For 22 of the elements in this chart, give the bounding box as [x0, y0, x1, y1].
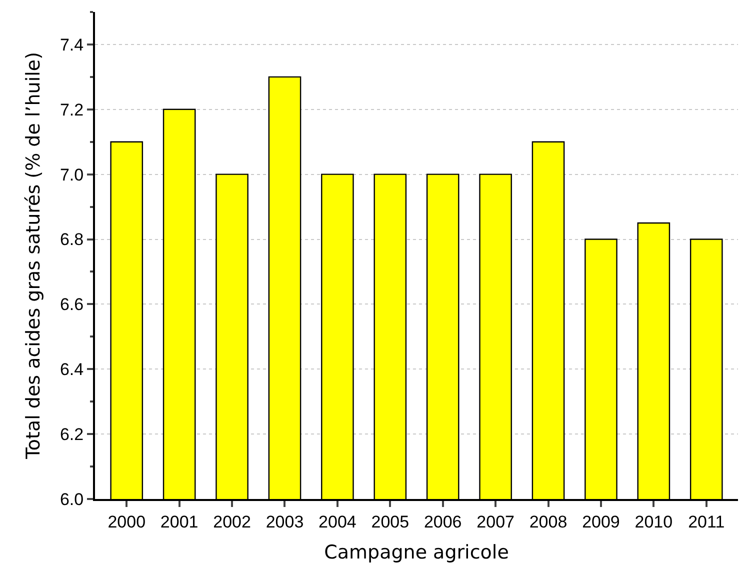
x-tick-label: 2005	[371, 512, 410, 532]
y-tick-label: 6.8	[60, 230, 84, 250]
x-tick-label: 2000	[108, 512, 146, 532]
y-tick-label: 6.4	[60, 360, 84, 380]
x-tick-label: 2006	[424, 512, 462, 532]
x-tick-label: 2004	[318, 512, 356, 532]
x-tick-label: 2008	[529, 512, 568, 532]
y-tick-label: 7.4	[60, 35, 84, 54]
x-tick-label: 2009	[582, 512, 620, 532]
y-tick-label: 6.6	[60, 295, 84, 314]
x-tick-label: 2002	[213, 512, 251, 532]
y-tick-label: 7.2	[60, 100, 84, 120]
x-tick-label: 2001	[160, 512, 198, 532]
x-tick-label: 2003	[266, 512, 304, 532]
x-tick-label: 2010	[634, 512, 673, 532]
y-tick-label: 6.0	[60, 490, 84, 509]
y-tick-label: 6.2	[60, 425, 84, 444]
y-axis-title: Total des acides gras saturés (% de l’huile)	[22, 52, 44, 460]
x-tick-label: 2007	[476, 512, 514, 532]
y-tick-label: 7.0	[60, 165, 84, 184]
x-tick-label: 2011	[688, 512, 725, 532]
x-axis-title: Campagne agricole	[324, 542, 509, 564]
